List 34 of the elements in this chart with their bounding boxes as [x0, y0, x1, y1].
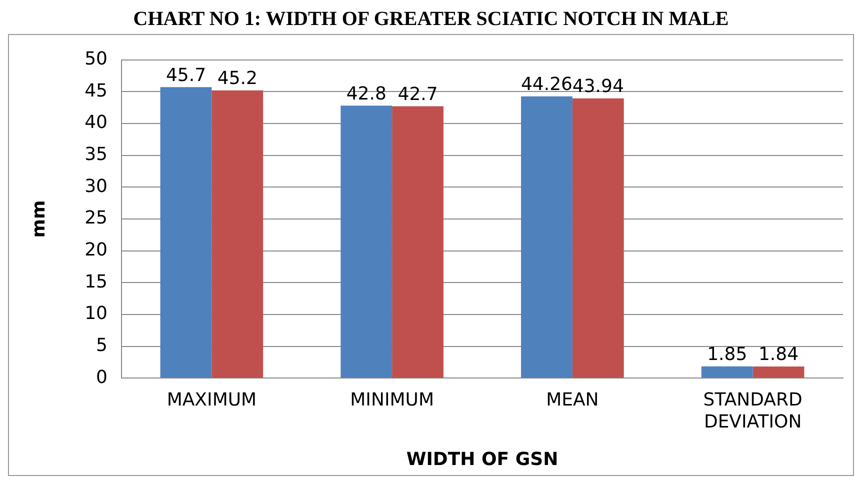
y-tick-label: 35 — [84, 144, 108, 165]
y-tick-label: 40 — [84, 112, 108, 134]
bar — [752, 366, 804, 378]
data-label: 44.26 — [520, 74, 572, 96]
data-label: 1.85 — [707, 344, 748, 366]
bar — [572, 98, 624, 378]
y-tick-label: 0 — [96, 366, 108, 388]
bar — [160, 87, 212, 378]
y-tick-label: 50 — [84, 48, 108, 70]
data-label: 45.2 — [217, 68, 258, 90]
y-tick-label: 5 — [96, 335, 108, 356]
y-tick-label: 20 — [84, 240, 108, 261]
data-label: 42.8 — [346, 83, 386, 104]
bar — [701, 366, 753, 378]
x-tick-label: STANDARD DEVIATION — [703, 390, 802, 432]
y-tick-label: 25 — [84, 208, 108, 229]
x-tick-label: MEAN — [546, 390, 599, 411]
y-tick-label: 15 — [84, 271, 108, 292]
chart-title: CHART NO 1: WIDTH OF GREATER SCIATIC NOTCH IN MALE — [132, 8, 730, 32]
x-tick-label: MAXIMUM — [166, 390, 257, 411]
y-tick-label: 10 — [84, 303, 108, 324]
bar — [212, 90, 264, 378]
x-axis-title: WIDTH OF GSN — [406, 448, 558, 470]
data-label: 45.7 — [166, 64, 206, 86]
y-tick-label: 45 — [84, 80, 108, 102]
data-label: 42.7 — [398, 84, 438, 105]
bar — [340, 106, 392, 378]
data-label: 1.84 — [758, 344, 799, 366]
data-label: 43.94 — [572, 76, 624, 98]
y-tick-label: 30 — [84, 176, 108, 197]
bar — [392, 106, 444, 378]
x-tick-label: MINIMUM — [350, 390, 434, 411]
y-axis-title: mm — [28, 200, 50, 238]
bar — [521, 96, 572, 378]
